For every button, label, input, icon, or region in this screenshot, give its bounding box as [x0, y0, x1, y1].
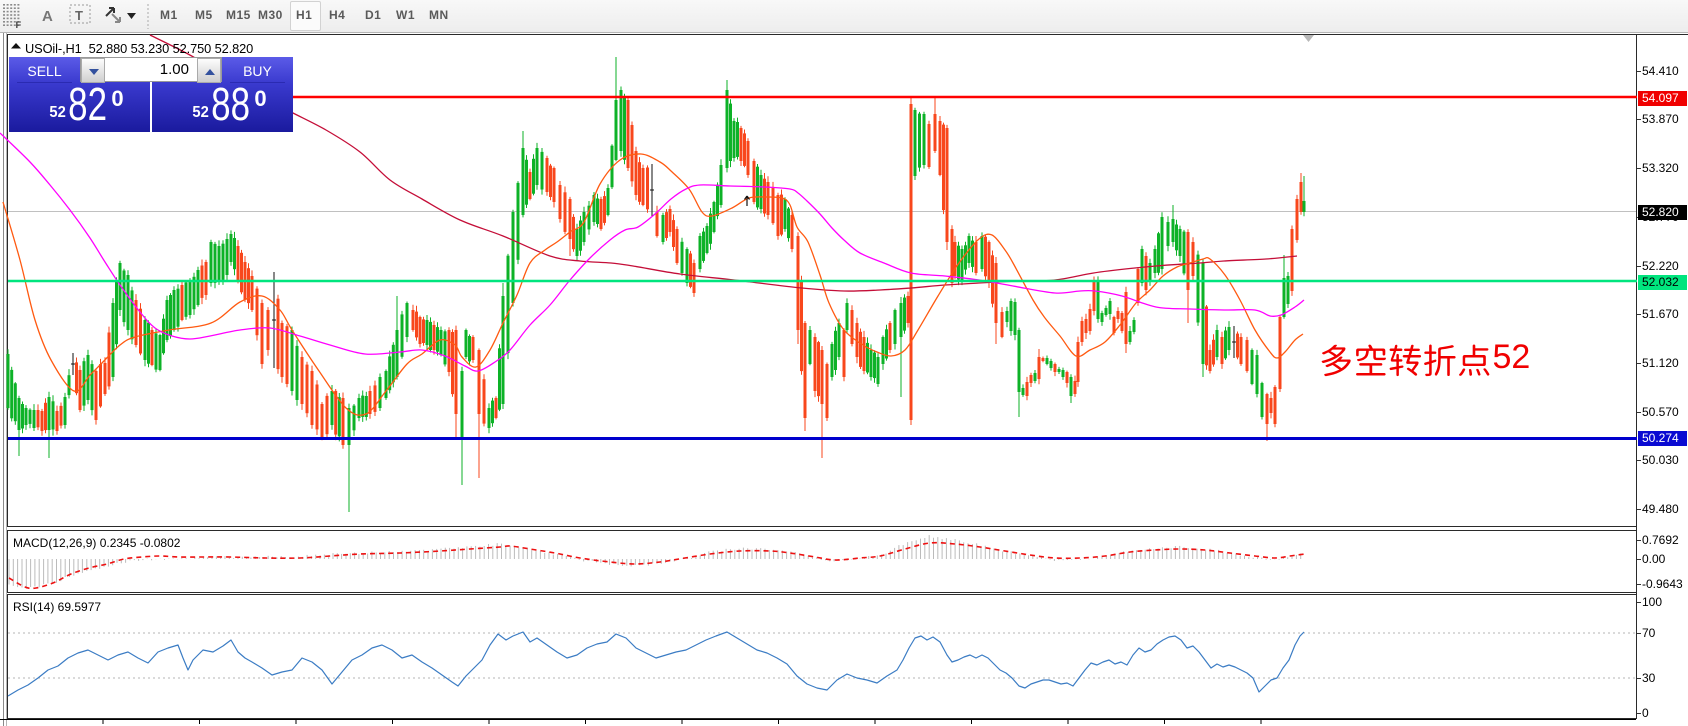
svg-text:T: T	[75, 8, 83, 23]
svg-text:52: 52	[1493, 338, 1531, 376]
svg-text:A: A	[42, 8, 53, 25]
svg-text:F: F	[16, 20, 22, 31]
